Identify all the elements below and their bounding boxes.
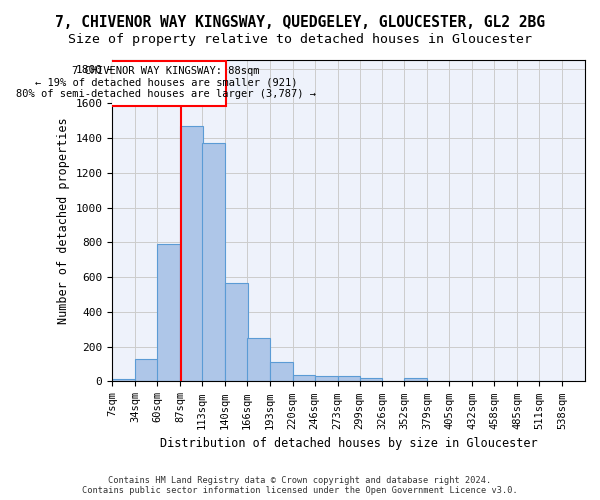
Bar	[270, 362, 293, 382]
Bar	[293, 376, 316, 382]
Bar	[112, 379, 135, 382]
Bar	[180, 126, 203, 382]
FancyBboxPatch shape	[111, 61, 226, 106]
Bar	[225, 284, 248, 382]
Bar	[157, 244, 180, 382]
Bar	[314, 376, 338, 382]
Bar	[247, 338, 270, 382]
Text: ← 19% of detached houses are smaller (921): ← 19% of detached houses are smaller (92…	[35, 78, 297, 88]
Bar	[135, 359, 158, 382]
Y-axis label: Number of detached properties: Number of detached properties	[57, 118, 70, 324]
Text: 7 CHIVENOR WAY KINGSWAY: 88sqm: 7 CHIVENOR WAY KINGSWAY: 88sqm	[72, 66, 260, 76]
Text: Contains HM Land Registry data © Crown copyright and database right 2024.
Contai: Contains HM Land Registry data © Crown c…	[82, 476, 518, 495]
Text: 80% of semi-detached houses are larger (3,787) →: 80% of semi-detached houses are larger (…	[16, 88, 316, 99]
Bar	[359, 378, 382, 382]
Bar	[202, 144, 225, 382]
Bar	[404, 378, 427, 382]
Bar	[338, 376, 361, 382]
Text: 7, CHIVENOR WAY KINGSWAY, QUEDGELEY, GLOUCESTER, GL2 2BG: 7, CHIVENOR WAY KINGSWAY, QUEDGELEY, GLO…	[55, 15, 545, 30]
X-axis label: Distribution of detached houses by size in Gloucester: Distribution of detached houses by size …	[160, 437, 538, 450]
Text: Size of property relative to detached houses in Gloucester: Size of property relative to detached ho…	[68, 32, 532, 46]
